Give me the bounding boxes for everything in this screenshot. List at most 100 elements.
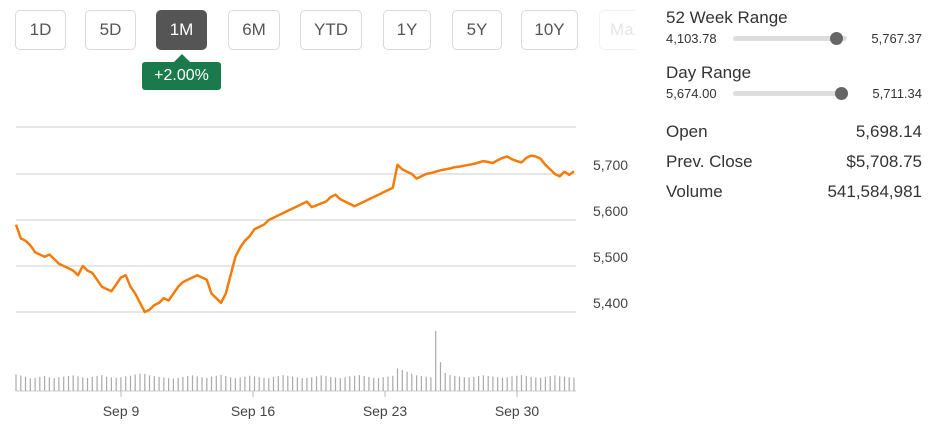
volume-bar [425,376,427,391]
volume-bar [234,378,236,391]
volume-bar [444,373,446,391]
volume-bar [177,377,179,391]
volume-bar [315,376,318,391]
volume-bar [330,376,332,391]
volume-bar [401,370,403,391]
volume-bar [497,377,499,391]
volume-bar [320,375,322,391]
volume-bar [20,375,22,391]
volume-bar [201,377,203,391]
volume-bar [44,376,46,391]
volume-bar [106,376,108,391]
volume-bar [63,376,65,391]
volume-bar [325,376,327,391]
volume-bar [501,377,504,391]
x-tick-label: Sep 9 [103,403,140,419]
volume-bar [392,375,394,391]
stat-label: Prev. Close [666,152,753,171]
volume-bar [277,376,279,391]
volume-bar [358,375,360,391]
volume-bar [168,378,170,391]
gridlines [16,126,576,392]
stat-label: Open [666,122,708,141]
volume-bar [478,376,480,391]
volume-bar [492,376,494,391]
volume-bar [82,377,84,391]
volume-bar [482,375,484,391]
volume-bar [24,376,27,391]
volume-bar [139,373,141,391]
volume-bar [58,377,60,391]
volume-bar [125,376,127,391]
volume-bar [454,376,456,391]
volume-bar [210,376,213,391]
price-chart: 5,700 5,600 5,500 5,400 Sep 9 Sep 16 Sep… [14,126,628,419]
x-tick-label: Sep 23 [363,403,408,419]
badge-pointer [174,54,190,62]
volume-bar [29,378,31,391]
volume-bar [101,375,103,391]
tab-max[interactable]: Max [599,10,635,50]
tab-5y[interactable]: 5Y [452,10,502,50]
volume-bar [559,376,561,391]
volume-bar [463,377,465,391]
volume-bar [77,376,79,391]
price-line [14,154,575,314]
tab-10y[interactable]: 10Y [521,10,578,50]
stat-value: 5,698.14 [855,122,922,141]
stat-volume: Volume 541,584,981 [666,177,922,207]
stat-value: 541,584,981 [827,182,922,201]
y-tick-label: 5,500 [593,249,628,265]
volume-bar [287,375,289,391]
volume-bar [554,375,556,391]
volume-bar [110,377,112,391]
day-range-marker [835,87,849,100]
volume-bar [268,378,270,391]
volume-bar [306,377,308,391]
volume-bar [253,376,256,391]
volume-bar [230,377,232,391]
volume-bar [377,378,380,391]
volume-bar [540,377,542,391]
volume-bar [487,376,489,391]
volume-bar [349,376,351,391]
volume-bar [282,375,284,391]
volume-bar [263,377,265,391]
volume-bar [368,376,370,391]
volume-bar [91,376,93,391]
day-low: 5,674.00 [666,86,717,101]
stat-label: Volume [666,182,723,201]
volume-bar [67,376,70,391]
tab-1y[interactable]: 1Y [383,10,431,50]
volume-bar [153,376,155,391]
tab-6m[interactable]: 6M [228,10,280,50]
volume-bar [144,373,146,391]
volume-bar [339,378,341,391]
volume-bar [396,368,399,391]
week52-low: 4,103.78 [666,31,717,46]
week52-range-title: 52 Week Range [666,8,788,27]
tab-1m[interactable]: 1M [156,10,207,50]
volume-bar [172,378,174,391]
volume-bar [72,375,74,391]
tab-1d[interactable]: 1D [15,10,66,50]
volume-bar [468,377,470,391]
timeframe-tabs: 1D 5D 1M 6M YTD 1Y 5Y 10Y Max [15,10,635,54]
volume-bar [563,376,566,391]
x-tick-label: Sep 16 [231,403,276,419]
volume-bar [506,377,508,391]
y-tick-label: 5,600 [593,203,628,219]
volume-bar [411,373,413,391]
volume-bar [182,376,184,391]
volume-bar [120,377,122,391]
volume-bar [373,377,375,391]
day-high: 5,711.34 [872,86,922,101]
volume-bar [525,376,527,391]
volume-bar [215,375,217,391]
volume-bar [334,377,337,391]
week52-high: 5,767.37 [871,31,922,46]
tab-ytd[interactable]: YTD [300,10,362,50]
tab-5d[interactable]: 5D [85,10,136,50]
volume-bar [473,376,475,391]
volume-bar [53,378,55,391]
